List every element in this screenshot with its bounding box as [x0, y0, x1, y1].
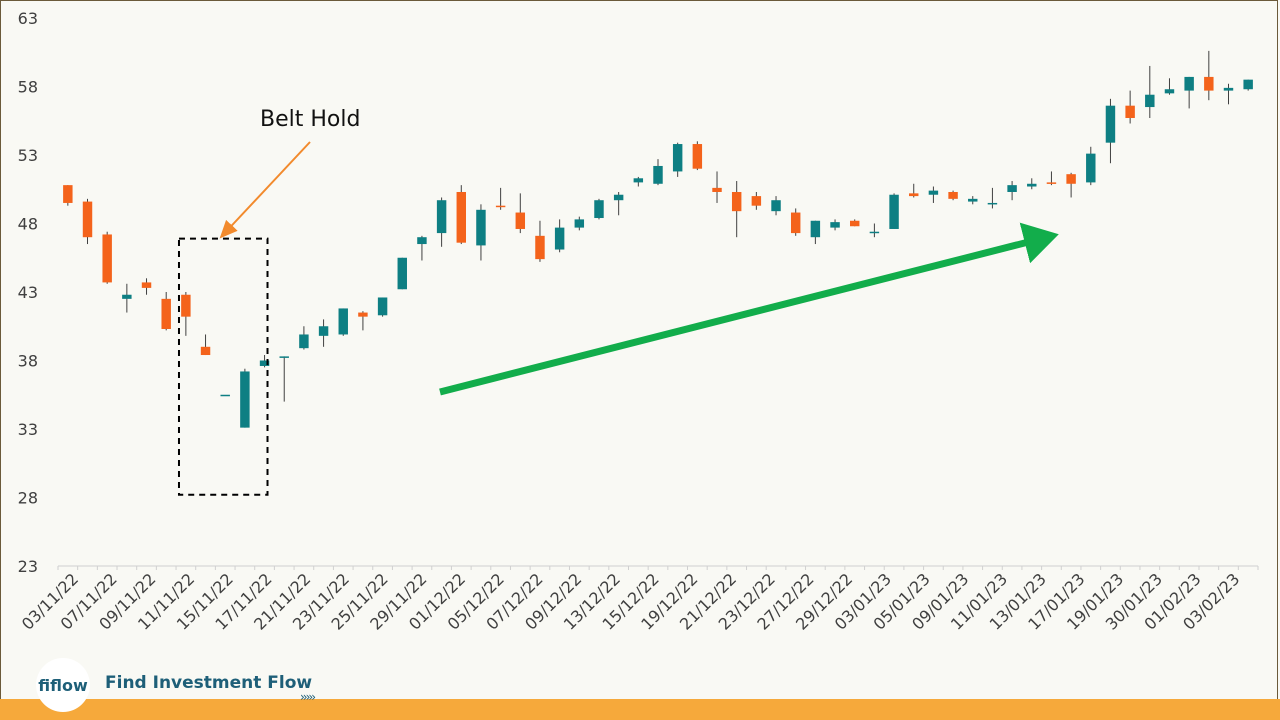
candle-up	[279, 356, 289, 358]
y-tick-label: 63	[18, 9, 38, 28]
candle-up	[928, 190, 939, 195]
candle-up	[318, 326, 329, 336]
y-tick-label: 28	[18, 489, 38, 508]
candle-up	[338, 308, 348, 335]
belt-hold-box	[177, 237, 269, 496]
brand-name: Find Investment Flow	[105, 673, 313, 693]
candle-down	[1066, 174, 1076, 184]
candle-up	[1243, 79, 1253, 90]
candle-down	[358, 312, 368, 317]
candle-up	[613, 194, 624, 201]
candle-down	[790, 212, 801, 234]
candle-up	[968, 198, 978, 202]
candle-down	[161, 298, 171, 329]
candle-down	[948, 191, 958, 199]
belt-hold-label: Belt Hold	[260, 107, 360, 132]
y-tick-label: 43	[18, 283, 38, 302]
candle-down	[102, 234, 112, 283]
candle-up	[1086, 153, 1096, 183]
candle-down	[181, 294, 191, 317]
candle-up	[889, 194, 899, 229]
logo-text: fiflow	[38, 675, 88, 695]
candle-up	[830, 222, 840, 228]
candle-up	[653, 165, 663, 184]
candle-up	[987, 202, 998, 205]
candle-up	[633, 178, 644, 183]
candle-up	[436, 200, 447, 234]
candle-down	[731, 191, 742, 212]
belt-hold-arrow	[219, 141, 311, 239]
candle-up	[1145, 94, 1155, 108]
fiflow-logo: fiflow	[36, 658, 90, 712]
candle-up	[259, 360, 270, 366]
candle-up	[299, 334, 309, 349]
candle-down	[82, 201, 93, 238]
candle-down	[515, 212, 526, 229]
candle-up	[1223, 87, 1234, 91]
candle-up	[377, 297, 388, 316]
chevrons-icon: ›››››	[300, 690, 316, 704]
candle-down	[495, 205, 506, 208]
y-tick-label: 48	[18, 215, 38, 234]
candle-down	[909, 193, 919, 197]
candle-down	[456, 191, 466, 243]
candle-up	[810, 220, 821, 238]
y-tick-label: 38	[18, 352, 38, 371]
candle-up	[574, 219, 585, 228]
candle-up	[476, 209, 486, 246]
candle-up	[554, 227, 565, 250]
candle-up	[771, 200, 781, 212]
footer-bar	[0, 699, 1280, 720]
candle-up	[1184, 76, 1194, 91]
candle-down	[1204, 76, 1214, 91]
candle-up	[240, 371, 250, 428]
y-tick-label: 33	[18, 420, 38, 439]
candle-up	[122, 294, 132, 299]
candle-up	[1105, 105, 1116, 143]
candle-up	[417, 237, 427, 245]
y-tick-label: 23	[18, 557, 38, 576]
candle-down	[200, 346, 211, 356]
candle-down	[850, 220, 860, 227]
candle-down	[751, 196, 762, 206]
candle-up	[869, 231, 880, 234]
uptrend-arrow	[439, 222, 1059, 396]
candle-up	[1007, 185, 1017, 192]
y-tick-label: 58	[18, 78, 38, 97]
candle-down	[63, 185, 73, 203]
candle-down	[141, 282, 152, 288]
candle-up	[1164, 89, 1175, 94]
candle-down	[1046, 182, 1057, 184]
candle-up	[397, 257, 407, 290]
candle-up	[1027, 183, 1037, 187]
candle-up	[594, 200, 604, 219]
candle-down	[692, 144, 703, 169]
candle-up	[672, 144, 683, 172]
candle-down	[1125, 105, 1135, 119]
candle-down	[535, 235, 545, 260]
candle-down	[712, 187, 722, 192]
candle-up	[220, 394, 230, 397]
y-tick-label: 53	[18, 146, 38, 165]
